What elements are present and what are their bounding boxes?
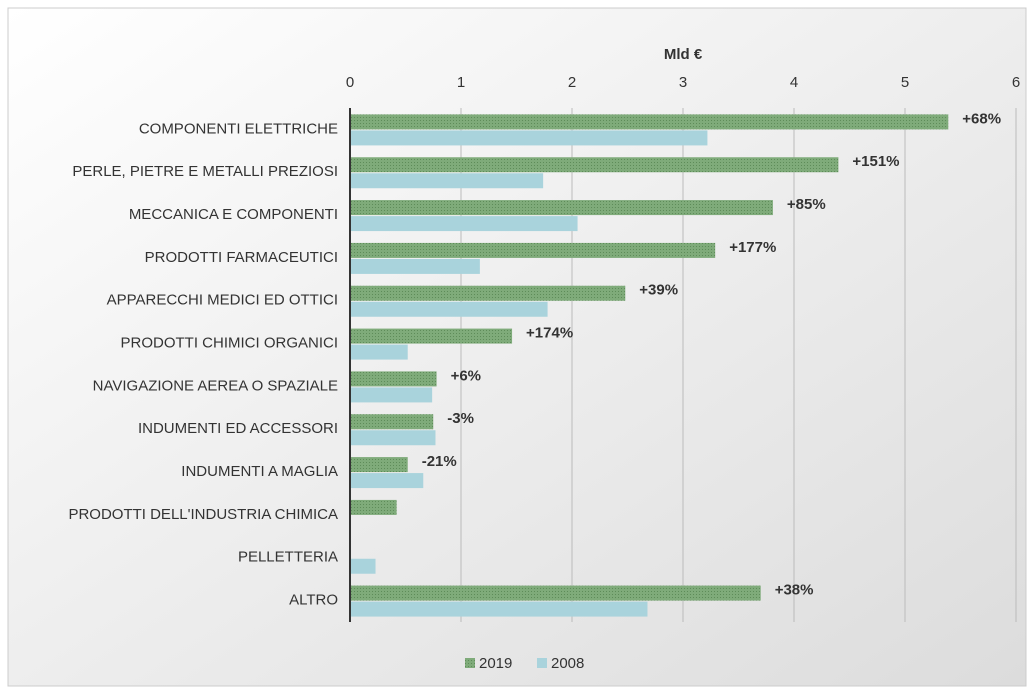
annotation: -21% bbox=[422, 453, 457, 470]
x-tick-label: 2 bbox=[568, 74, 576, 91]
bar bbox=[350, 387, 433, 403]
y-tick-label: COMPONENTI ELETTRICHE bbox=[139, 120, 338, 137]
legend-label: 2019 bbox=[479, 655, 512, 672]
bar bbox=[350, 430, 436, 446]
bar bbox=[350, 601, 648, 617]
bar bbox=[350, 414, 434, 430]
x-tick-label: 1 bbox=[457, 74, 465, 91]
bar bbox=[350, 457, 408, 473]
bar bbox=[350, 328, 513, 344]
bar bbox=[350, 499, 397, 515]
bar bbox=[350, 473, 424, 489]
bar bbox=[350, 114, 949, 130]
bar bbox=[350, 558, 376, 574]
x-tick-label: 5 bbox=[901, 74, 909, 91]
y-tick-label: ALTRO bbox=[289, 592, 338, 609]
legend-swatch bbox=[465, 658, 475, 668]
legend-swatch bbox=[537, 658, 547, 668]
annotation: +85% bbox=[787, 196, 826, 213]
annotation: +174% bbox=[526, 325, 573, 342]
annotation: +177% bbox=[729, 239, 776, 256]
y-tick-label: MECCANICA E COMPONENTI bbox=[129, 206, 338, 223]
bar bbox=[350, 130, 708, 146]
x-tick-label: 6 bbox=[1012, 74, 1020, 91]
y-tick-label: PELLETTERIA bbox=[238, 549, 338, 566]
annotation: +38% bbox=[775, 582, 814, 599]
bar bbox=[350, 173, 544, 189]
annotation: +39% bbox=[639, 282, 678, 299]
legend-label: 2008 bbox=[551, 655, 584, 672]
annotation: +6% bbox=[451, 367, 481, 384]
y-tick-label: PRODOTTI CHIMICI ORGANICI bbox=[121, 335, 339, 352]
axis-title: Mld € bbox=[664, 46, 703, 63]
bar bbox=[350, 200, 773, 216]
y-tick-label: PRODOTTI FARMACEUTICI bbox=[145, 249, 338, 266]
annotation: +151% bbox=[852, 153, 899, 170]
bar bbox=[350, 258, 480, 274]
y-tick-label: INDUMENTI ED ACCESSORI bbox=[138, 420, 338, 437]
y-tick-label: APPARECCHI MEDICI ED OTTICI bbox=[107, 292, 338, 309]
y-tick-label: PERLE, PIETRE E METALLI PREZIOSI bbox=[72, 163, 338, 180]
x-tick-label: 3 bbox=[679, 74, 687, 91]
y-tick-label: NAVIGAZIONE AEREA O SPAZIALE bbox=[93, 377, 338, 394]
bar bbox=[350, 585, 761, 601]
annotation: -3% bbox=[447, 410, 474, 427]
y-tick-label: INDUMENTI A MAGLIA bbox=[181, 463, 338, 480]
annotation: +68% bbox=[962, 110, 1001, 127]
bar bbox=[350, 344, 408, 360]
bar bbox=[350, 371, 437, 387]
bar bbox=[350, 301, 548, 317]
x-tick-label: 4 bbox=[790, 74, 798, 91]
bar bbox=[350, 216, 578, 232]
bar bbox=[350, 242, 716, 258]
bar bbox=[350, 157, 839, 173]
y-tick-label: PRODOTTI DELL'INDUSTRIA CHIMICA bbox=[68, 506, 338, 523]
bar bbox=[350, 285, 626, 301]
x-tick-label: 0 bbox=[346, 74, 354, 91]
